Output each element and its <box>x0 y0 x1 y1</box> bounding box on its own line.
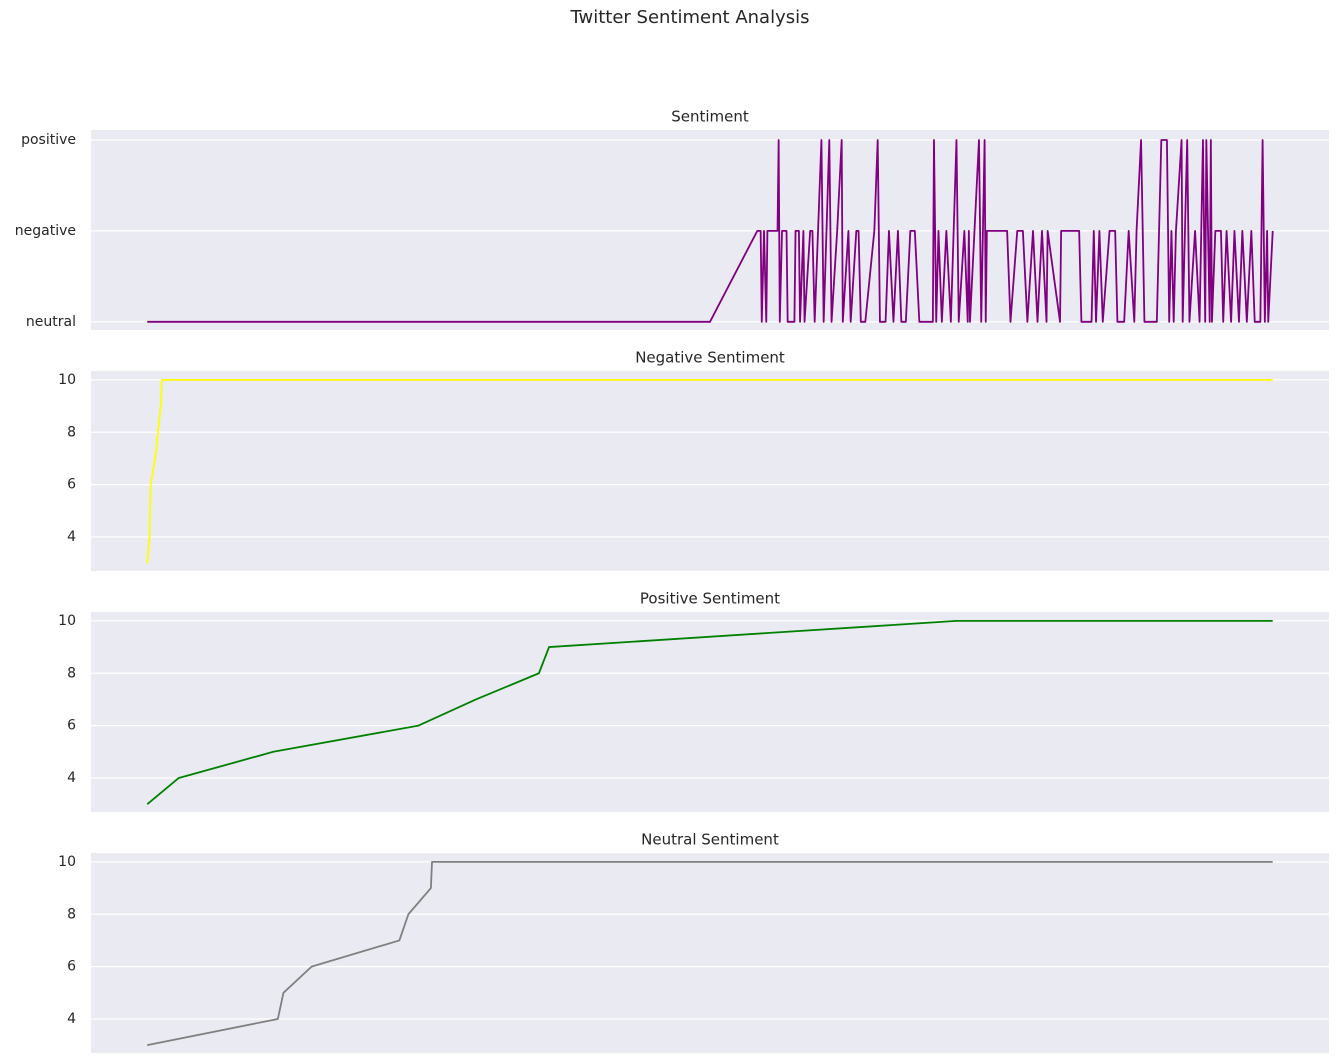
plot-area <box>91 612 1329 812</box>
y-tick-label: 6 <box>67 718 76 734</box>
plot-area <box>91 130 1329 330</box>
y-tick-label: 4 <box>67 1011 76 1027</box>
panel-title: Neutral Sentiment <box>641 831 779 849</box>
plot-area <box>91 853 1329 1053</box>
y-tick-label: 6 <box>67 477 76 493</box>
data-line <box>147 139 1274 323</box>
y-tick-label: 8 <box>67 906 76 922</box>
y-tick-label: 10 <box>58 613 76 629</box>
data-line <box>146 379 1273 564</box>
y-tick-label: 8 <box>67 665 76 681</box>
plot-area <box>91 371 1329 571</box>
y-tick-label: 4 <box>67 770 76 786</box>
data-line <box>147 861 1273 1047</box>
y-tick-label: 6 <box>67 959 76 975</box>
y-tick-label: positive <box>21 132 76 148</box>
y-tick-label: 10 <box>58 854 76 870</box>
panel-title: Sentiment <box>671 108 749 126</box>
panel-title: Negative Sentiment <box>635 349 785 367</box>
y-tick-label: 10 <box>58 372 76 388</box>
y-tick-label: neutral <box>26 314 76 330</box>
y-tick-label: 4 <box>67 529 76 545</box>
y-tick-label: 8 <box>67 424 76 440</box>
y-tick-label: negative <box>15 223 76 239</box>
panel-title: Positive Sentiment <box>640 590 780 608</box>
figure-title: Twitter Sentiment Analysis <box>570 7 810 28</box>
data-line <box>146 620 1273 805</box>
